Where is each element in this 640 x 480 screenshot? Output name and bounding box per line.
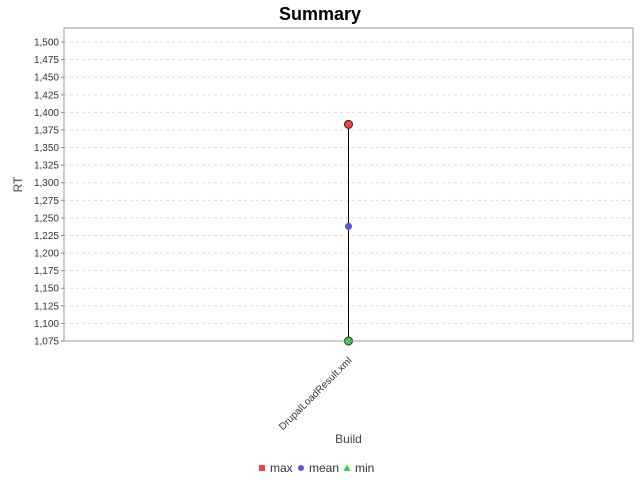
x-axis-title: Build [335, 432, 362, 446]
y-tick-label: 1,275 [34, 196, 59, 207]
y-tick-label: 1,400 [34, 108, 59, 119]
legend-marker-mean [298, 465, 304, 471]
legend-label: max [270, 461, 293, 475]
y-tick-label: 1,350 [34, 143, 59, 154]
y-tick-label: 1,250 [34, 213, 59, 224]
y-tick-label: 1,325 [34, 161, 59, 172]
legend-marker-max [259, 465, 265, 471]
y-axis-ticks: 1,075 1,100 1,125 1,150 1,175 1,200 1,225 1,250… [34, 38, 64, 348]
max-point [344, 119, 353, 129]
chart-title: Summary [279, 4, 361, 24]
y-tick-label: 1,300 [34, 178, 59, 189]
x-tick-label: DrupalLoadResult.xml [277, 355, 354, 432]
y-tick-label: 1,200 [34, 249, 59, 260]
plot-area: 1,075 1,100 1,125 1,150 1,175 1,200 1,225 1,250… [34, 27, 634, 433]
y-tick-label: 1,450 [34, 73, 59, 84]
legend-marker-min [343, 464, 351, 471]
y-tick-label: 1,475 [34, 55, 59, 66]
legend-item-mean: mean [298, 461, 339, 475]
y-tick-label: 1,125 [34, 301, 59, 312]
y-tick-label: 1,150 [34, 284, 59, 295]
y-tick-label: 1,500 [34, 38, 59, 49]
y-tick-label: 1,100 [34, 319, 59, 330]
legend-label: mean [309, 461, 339, 475]
plot-border [63, 27, 634, 342]
legend-label: min [355, 461, 374, 475]
x-axis-ticks: DrupalLoadResult.xml [277, 341, 355, 433]
y-tick-label: 1,075 [34, 337, 59, 348]
y-tick-label: 1,425 [34, 90, 59, 101]
y-tick-label: 1,225 [34, 231, 59, 242]
legend-item-min: min [343, 461, 374, 475]
legend: max mean min [259, 461, 374, 475]
y-tick-label: 1,175 [34, 266, 59, 277]
mean-point [345, 222, 352, 230]
legend-item-max: max [259, 461, 293, 475]
y-tick-label: 1,375 [34, 125, 59, 136]
y-axis-title: RT [11, 176, 25, 192]
